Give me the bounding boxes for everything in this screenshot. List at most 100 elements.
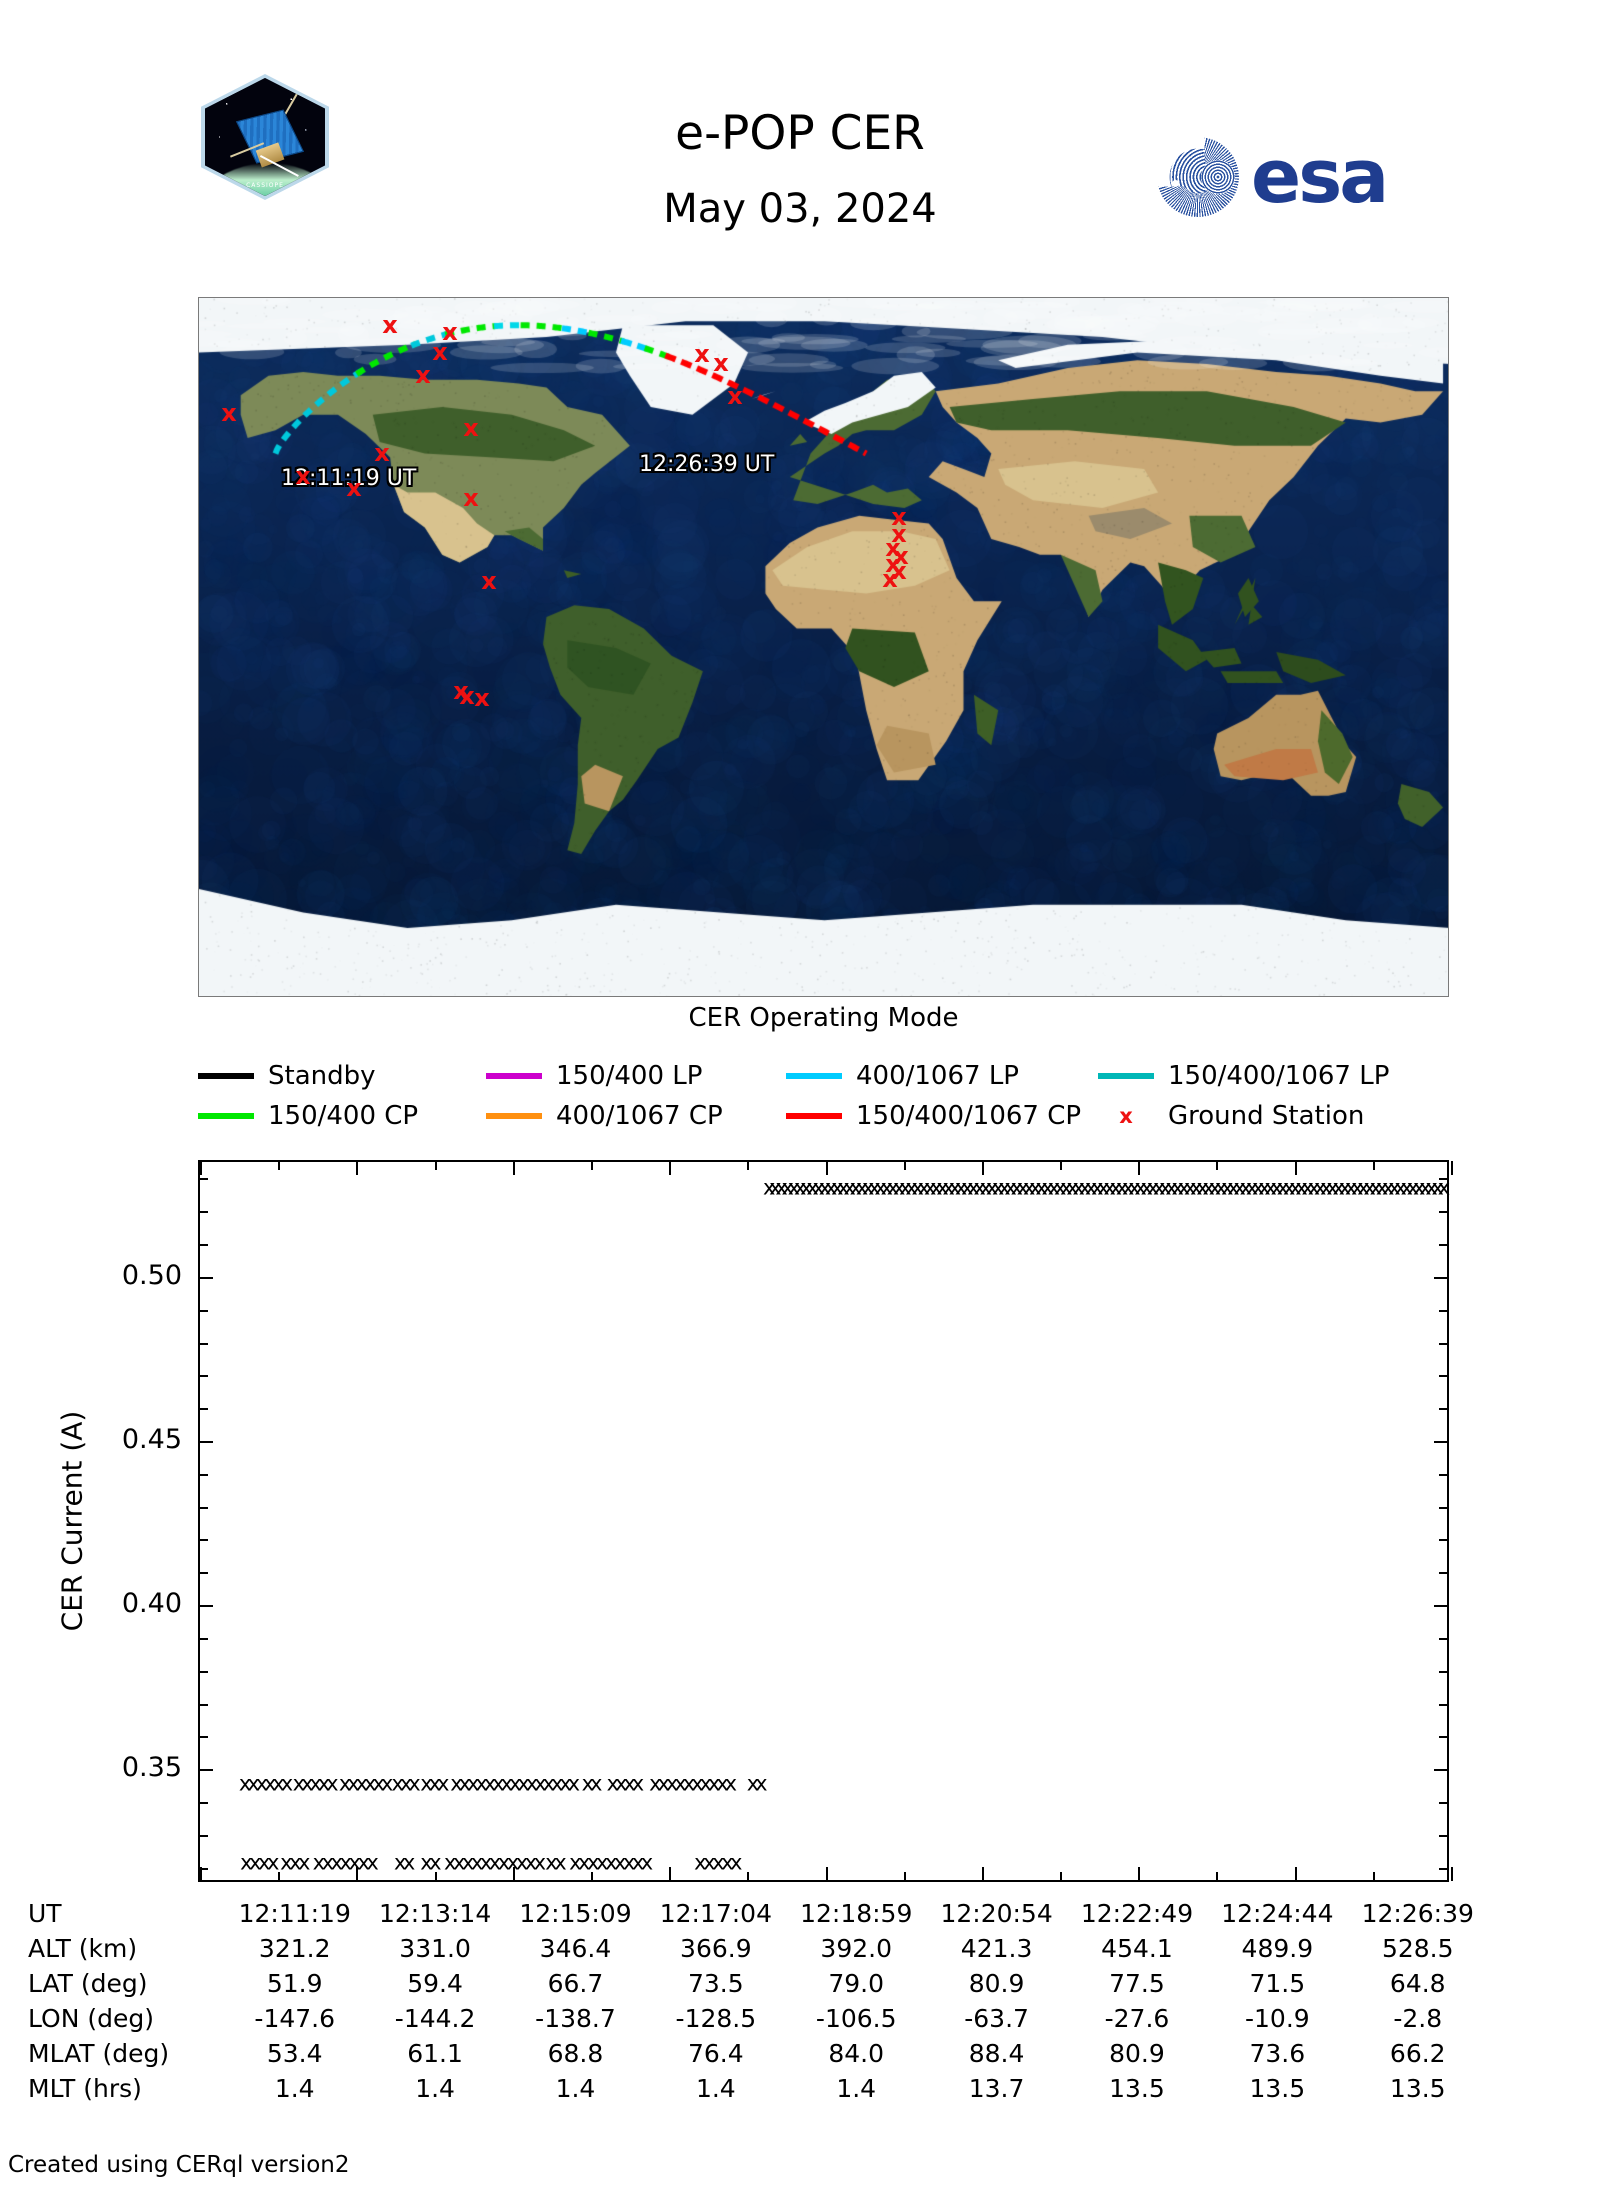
table-cell: 346.4 bbox=[505, 1931, 645, 1966]
table-row: MLT (hrs) 1.4 1.4 1.4 1.4 1.4 13.7 13.5 13.5 13.5 bbox=[28, 2071, 1488, 2106]
y-axis-tick-minor-right bbox=[1439, 1375, 1448, 1377]
table-cell: 80.9 bbox=[926, 1966, 1066, 2001]
ground-track-map: 12:11:19 UT 12:26:39 UT x x x x x x x x x x x x x x x x x x… bbox=[198, 297, 1449, 997]
legend-color-swatch bbox=[198, 1113, 254, 1119]
table-cell: 1.4 bbox=[646, 2071, 786, 2106]
x-axis-tick-major-top bbox=[669, 1161, 671, 1175]
table-cell: 88.4 bbox=[926, 2036, 1066, 2071]
data-point-marker: x bbox=[408, 1773, 420, 1794]
table-cell: 392.0 bbox=[786, 1931, 926, 1966]
table-row-label: MLAT (deg) bbox=[28, 2036, 225, 2071]
legend-item-standby: Standby bbox=[198, 1058, 376, 1094]
table-row-label: LAT (deg) bbox=[28, 1966, 225, 2001]
legend-label: 150/400/1067 LP bbox=[1168, 1061, 1389, 1091]
table-cell: 66.7 bbox=[505, 1966, 645, 2001]
legend-color-swatch bbox=[1098, 1073, 1154, 1079]
table-cell: 12:26:39 bbox=[1348, 1896, 1488, 1931]
table-cell: -10.9 bbox=[1207, 2001, 1347, 2036]
page-header: CASSIOPE e-POP CER May 03, 2024 esa bbox=[0, 0, 1600, 205]
y-axis-tick-minor bbox=[199, 1638, 208, 1640]
table-cell: -138.7 bbox=[505, 2001, 645, 2036]
y-axis-tick-minor-right bbox=[1439, 1671, 1448, 1673]
table-cell: 68.8 bbox=[505, 2036, 645, 2071]
table-cell: 77.5 bbox=[1067, 1966, 1207, 2001]
legend-color-swatch bbox=[486, 1113, 542, 1119]
y-axis-tick-major bbox=[199, 1277, 213, 1279]
data-point-marker: x bbox=[725, 1773, 737, 1794]
table-cell: 421.3 bbox=[926, 1931, 1066, 1966]
ground-station-marker: x bbox=[382, 313, 397, 337]
y-axis-tick-label: 0.45 bbox=[0, 1424, 182, 1455]
data-point-marker: x bbox=[534, 1852, 546, 1873]
ground-station-marker: x bbox=[463, 416, 478, 440]
y-axis-tick-major bbox=[199, 1441, 213, 1443]
table-cell: 80.9 bbox=[1067, 2036, 1207, 2071]
esa-inner-swirl bbox=[1201, 160, 1235, 194]
table-row-label: UT bbox=[28, 1896, 225, 1931]
y-axis-tick-minor bbox=[199, 1408, 208, 1410]
table-cell: 13.5 bbox=[1348, 2071, 1488, 2106]
table-cell: 12:11:19 bbox=[225, 1896, 365, 1931]
ground-station-marker: x bbox=[463, 486, 478, 510]
table-cell: 1.4 bbox=[225, 2071, 365, 2106]
legend-label: 150/400 CP bbox=[268, 1101, 418, 1131]
legend-item-150-400-1067-cp: 150/400/1067 CP bbox=[786, 1098, 1081, 1134]
table-cell: -63.7 bbox=[926, 2001, 1066, 2036]
table-cell: 13.5 bbox=[1067, 2071, 1207, 2106]
y-axis-tick-minor bbox=[199, 1244, 208, 1246]
x-axis-tick-major bbox=[826, 1867, 828, 1881]
legend-color-swatch bbox=[486, 1073, 542, 1079]
x-axis-tick-major bbox=[669, 1867, 671, 1881]
y-axis-tick-minor-right bbox=[1439, 1802, 1448, 1804]
table-cell: 12:22:49 bbox=[1067, 1896, 1207, 1931]
ground-station-marker: x bbox=[727, 384, 742, 408]
y-axis-tick-minor bbox=[199, 1474, 208, 1476]
esa-emblem-icon bbox=[1155, 133, 1251, 221]
x-axis-tick-minor-top bbox=[1373, 1161, 1375, 1170]
y-axis-tick-minor bbox=[199, 1736, 208, 1738]
table-cell: 66.2 bbox=[1348, 2036, 1488, 2071]
legend-label: Standby bbox=[268, 1061, 376, 1091]
y-axis-tick-major bbox=[199, 1769, 213, 1771]
y-axis-tick-major-right bbox=[1434, 1605, 1448, 1607]
data-point-marker: x bbox=[326, 1773, 338, 1794]
y-axis-tick-minor bbox=[199, 1178, 208, 1180]
legend-item-150-400-1067-lp: 150/400/1067 LP bbox=[1098, 1058, 1389, 1094]
table-cell: -106.5 bbox=[786, 2001, 926, 2036]
x-axis-tick-major-top bbox=[356, 1161, 358, 1175]
legend-row: 150/400 CP 400/1067 CP 150/400/1067 CP x Gro… bbox=[198, 1098, 1468, 1134]
y-axis-tick-minor-right bbox=[1439, 1835, 1448, 1837]
y-axis-tick-minor-right bbox=[1439, 1507, 1448, 1509]
x-axis-tick-major bbox=[1295, 1867, 1297, 1881]
legend-color-swatch bbox=[786, 1113, 842, 1119]
data-point-marker: x bbox=[1438, 1178, 1450, 1199]
table-cell: 12:20:54 bbox=[926, 1896, 1066, 1931]
y-axis-tick-minor bbox=[199, 1539, 208, 1541]
y-axis-tick-major-right bbox=[1434, 1277, 1448, 1279]
data-point-marker: x bbox=[730, 1852, 742, 1873]
table-cell: -147.6 bbox=[225, 2001, 365, 2036]
table-cell: 59.4 bbox=[365, 1966, 505, 2001]
operating-mode-legend: Standby 150/400 LP 400/1067 LP 150/400/1067… bbox=[198, 1058, 1468, 1138]
x-axis-tick-minor-top bbox=[747, 1161, 749, 1170]
cer-current-plot: CER Current (A) 0.35 0.40 0.45 0.50 x x x x x x x x… bbox=[198, 1160, 1449, 1882]
ground-station-marker: x bbox=[459, 684, 474, 708]
map-caption: CER Operating Mode bbox=[198, 1003, 1449, 1033]
legend-row: Standby 150/400 LP 400/1067 LP 150/400/1067… bbox=[198, 1058, 1468, 1094]
table-cell: 61.1 bbox=[365, 2036, 505, 2071]
table-cell: 12:13:14 bbox=[365, 1896, 505, 1931]
table-cell: 51.9 bbox=[225, 1966, 365, 2001]
legend-label: Ground Station bbox=[1168, 1101, 1364, 1131]
data-point-marker: x bbox=[755, 1773, 767, 1794]
table-row: LAT (deg) 51.9 59.4 66.7 73.5 79.0 80.9 77.5 71.… bbox=[28, 1966, 1488, 2001]
ephemeris-table: UT 12:11:19 12:13:14 12:15:09 12:17:04 12:18:… bbox=[28, 1896, 1488, 2106]
table-row: MLAT (deg) 53.4 61.1 68.8 76.4 84.0 88.4 80.9 73… bbox=[28, 2036, 1488, 2071]
ground-station-marker: x bbox=[481, 569, 496, 593]
y-axis-tick-minor-right bbox=[1439, 1408, 1448, 1410]
table-row: LON (deg) -147.6 -144.2 -138.7 -128.5 -106.5-… bbox=[28, 2001, 1488, 2036]
table-cell: 1.4 bbox=[786, 2071, 926, 2106]
x-axis-tick-major-top bbox=[1295, 1161, 1297, 1175]
table-row-label: LON (deg) bbox=[28, 2001, 225, 2036]
ground-station-marker: x bbox=[346, 476, 361, 500]
data-point-marker: x bbox=[554, 1852, 566, 1873]
